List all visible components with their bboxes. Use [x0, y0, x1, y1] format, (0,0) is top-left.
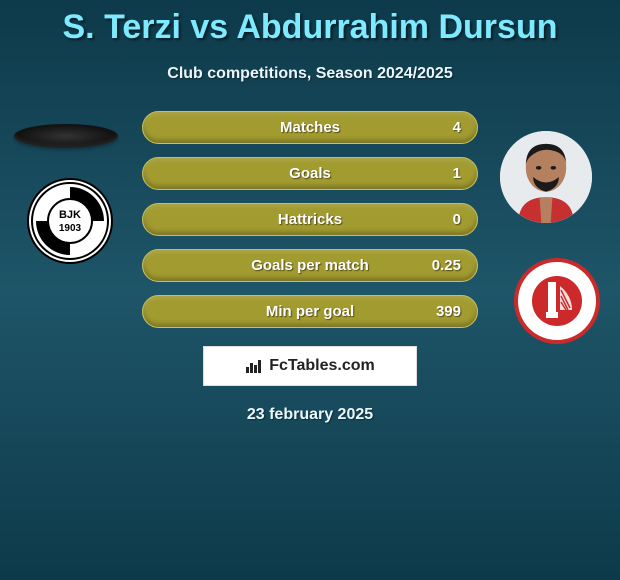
site-label: FcTables.com	[269, 357, 375, 375]
generation-date: 23 february 2025	[0, 406, 620, 424]
antalyaspor-crest-icon	[522, 266, 592, 336]
stat-label: Min per goal	[266, 303, 354, 320]
stat-value: 0.25	[432, 257, 461, 274]
stat-bar-hattricks: Hattricks 0	[142, 203, 478, 236]
face-icon	[500, 131, 592, 223]
stat-bar-gpm: Goals per match 0.25	[142, 249, 478, 282]
stat-value: 4	[453, 119, 461, 136]
stat-value: 399	[436, 303, 461, 320]
bars-icon	[245, 357, 263, 375]
svg-text:1903: 1903	[59, 223, 82, 234]
stat-bar-mpg: Min per goal 399	[142, 295, 478, 328]
svg-text:BJK: BJK	[59, 209, 81, 221]
stat-label: Matches	[280, 119, 340, 136]
site-attribution: FcTables.com	[203, 346, 417, 386]
stat-value: 1	[453, 165, 461, 182]
stat-label: Goals	[289, 165, 331, 182]
bjk-crest-icon: BJK 1903	[30, 181, 110, 261]
stat-label: Goals per match	[251, 257, 369, 274]
club-crest-left: BJK 1903	[27, 178, 113, 264]
player-left-silhouette	[14, 124, 118, 148]
comparison-title: S. Terzi vs Abdurrahim Dursun	[0, 0, 620, 47]
stat-bar-goals: Goals 1	[142, 157, 478, 190]
stat-value: 0	[453, 211, 461, 228]
subtitle: Club competitions, Season 2024/2025	[0, 65, 620, 83]
stat-bar-matches: Matches 4	[142, 111, 478, 144]
club-crest-right	[514, 258, 600, 344]
player-right-avatar	[500, 131, 592, 223]
stat-label: Hattricks	[278, 211, 342, 228]
